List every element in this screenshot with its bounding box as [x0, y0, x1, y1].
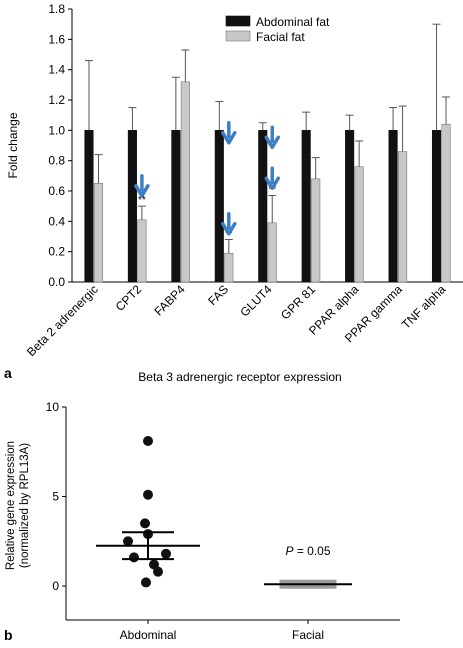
chart-title: Beta 3 adrenergic receptor expression [138, 370, 341, 384]
y-tick-label: 1.0 [48, 123, 65, 137]
bar [441, 123, 451, 283]
y-tick-label: 0.8 [48, 154, 65, 168]
y-axis-label: Fold change [6, 112, 20, 178]
legend-swatch [225, 15, 251, 27]
y-tick-label: 10 [46, 400, 60, 414]
down-arrow-head [221, 131, 237, 145]
p-value-text: = 0.05 [293, 544, 330, 558]
y-tick-label: 0.4 [48, 214, 65, 228]
panel-b-label: b [4, 627, 13, 643]
down-arrow-head [134, 184, 150, 198]
x-tick-label: TNF alpha [399, 282, 449, 332]
x-tick-label: Abdominal [120, 628, 177, 642]
y-tick-label: 0.6 [48, 184, 65, 198]
x-tick-label: FAS [205, 282, 231, 308]
data-point [143, 436, 153, 447]
p-value-annotation: P = 0.05 [285, 544, 330, 558]
bar [258, 130, 268, 283]
data-point [161, 548, 171, 559]
significance-marker: ** [268, 185, 276, 196]
y-tick-label: 0.0 [48, 275, 65, 289]
y-tick-label: 1.8 [48, 2, 65, 16]
significance-marker: ** [138, 195, 146, 206]
y-tick-label: 1.2 [48, 93, 65, 107]
bar [311, 178, 321, 283]
bar [93, 183, 104, 283]
y-tick-label: 5 [52, 490, 59, 504]
data-point [143, 489, 153, 500]
data-point [140, 518, 150, 529]
bar [388, 130, 398, 283]
x-tick-label: GLUT4 [237, 282, 274, 319]
y-tick-label: 0 [52, 579, 59, 593]
y-tick-label: 0.2 [48, 245, 65, 259]
bar [398, 151, 408, 283]
down-arrow-head [264, 135, 280, 150]
y-tick-label: 1.6 [48, 32, 65, 46]
bar [431, 130, 442, 283]
p-value-symbol: P [285, 544, 293, 558]
bar [127, 130, 137, 283]
bar [224, 252, 234, 283]
bar [214, 130, 224, 283]
bar [345, 130, 355, 283]
data-point [123, 536, 133, 547]
panel-b-scatter-chart: Beta 3 adrenergic receptor expression 0 5 1… [5, 370, 400, 642]
x-tick-label: Beta 2 adrenergic [24, 282, 101, 359]
bar [354, 166, 364, 283]
y-tick-label: 1.4 [48, 63, 65, 77]
panel-a-bar-chart: 0.0 0.2 0.4 0.6 0.8 1.0 1.2 1.4 1.6 1.8 Fold chang… [6, 2, 463, 359]
down-arrow-head [221, 222, 237, 236]
legend-swatch [225, 30, 251, 42]
legend-label: Facial fat [256, 30, 305, 44]
x-tick-label: CPT2 [113, 282, 145, 314]
bar [84, 130, 94, 283]
panel-a-label: a [4, 365, 12, 381]
x-tick-label: GPR 81 [278, 282, 318, 322]
bar [180, 81, 190, 283]
bar [171, 130, 181, 283]
data-point [129, 552, 139, 563]
data-point [153, 566, 163, 577]
y-axis-label-line1: Relative gene expression [5, 441, 17, 570]
x-tick-label: Facial [292, 628, 324, 642]
bar [301, 130, 311, 283]
y-axis-label-line2: (normalized by RPL13A) [19, 443, 31, 568]
data-point [141, 577, 151, 588]
bar [137, 219, 147, 283]
legend-label: Abdominal fat [256, 15, 330, 29]
down-arrow-head [264, 176, 280, 190]
bar [267, 222, 277, 283]
x-tick-label: FABP4 [151, 282, 188, 319]
